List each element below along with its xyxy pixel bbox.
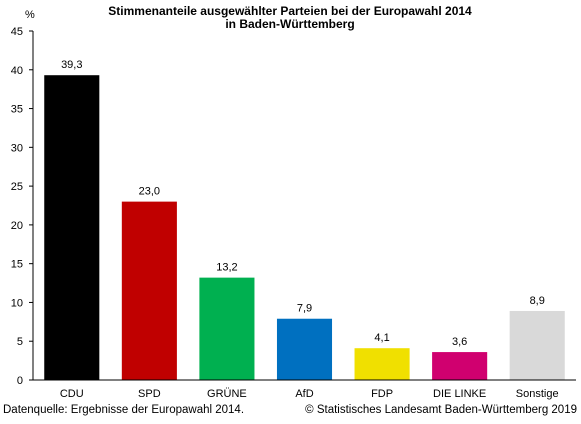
bar-spd bbox=[121, 201, 177, 380]
y-axis: 0 5 10 15 20 25 30 35 40 45 bbox=[11, 26, 34, 387]
y-tick-label: 30 bbox=[11, 142, 23, 154]
x-tick-label: GRÜNE bbox=[207, 388, 247, 400]
y-tick-label: 5 bbox=[17, 336, 23, 348]
bar-chart: Stimmenanteile ausgewählter Parteien bei… bbox=[11, 4, 576, 400]
y-tick-label: 35 bbox=[11, 104, 23, 116]
x-tick-label: CDU bbox=[60, 388, 84, 400]
bar-die-linke bbox=[432, 352, 488, 380]
data-label: 13,2 bbox=[216, 262, 237, 274]
bar-fdp bbox=[354, 348, 410, 380]
y-tick-label: 15 bbox=[11, 259, 23, 271]
copyright-note: © Statistisches Landesamt Baden-Württemb… bbox=[305, 404, 577, 416]
data-label: 3,6 bbox=[452, 336, 467, 348]
data-label: 39,3 bbox=[61, 59, 82, 71]
y-tick-label: 40 bbox=[11, 65, 23, 77]
data-label: 23,0 bbox=[139, 186, 160, 198]
y-tick-label: 0 bbox=[17, 375, 23, 387]
source-note: Datenquelle: Ergebnisse der Europawahl 2… bbox=[3, 404, 245, 416]
y-axis-unit-label: % bbox=[25, 9, 35, 21]
chart-title: Stimmenanteile ausgewählter Parteien bei… bbox=[108, 4, 472, 18]
data-label: 8,9 bbox=[530, 295, 545, 307]
x-axis: CDU SPD GRÜNE AfD FDP DIE LINKE Sonstige bbox=[33, 379, 576, 400]
bar-cdu bbox=[44, 75, 100, 380]
bar-afd bbox=[276, 318, 333, 380]
data-label: 7,9 bbox=[297, 303, 312, 315]
chart-subtitle: in Baden-Württemberg bbox=[225, 17, 354, 31]
x-tick-label: AfD bbox=[295, 388, 313, 400]
y-tick-label: 45 bbox=[11, 26, 23, 38]
y-tick-label: 25 bbox=[11, 181, 23, 193]
x-tick-label: Sonstige bbox=[516, 388, 559, 400]
y-tick-label: 10 bbox=[11, 297, 23, 309]
x-tick-label: FDP bbox=[371, 388, 393, 400]
x-tick-label: SPD bbox=[138, 388, 161, 400]
data-labels-group: 39,3 23,0 13,2 7,9 4,1 3,6 8,9 bbox=[61, 59, 545, 348]
bar-sonstige bbox=[509, 310, 565, 380]
y-tick-label: 20 bbox=[11, 220, 23, 232]
bar-gr-ne bbox=[199, 277, 255, 380]
bars-group bbox=[44, 75, 565, 380]
x-tick-label: DIE LINKE bbox=[433, 388, 486, 400]
data-label: 4,1 bbox=[374, 332, 389, 344]
